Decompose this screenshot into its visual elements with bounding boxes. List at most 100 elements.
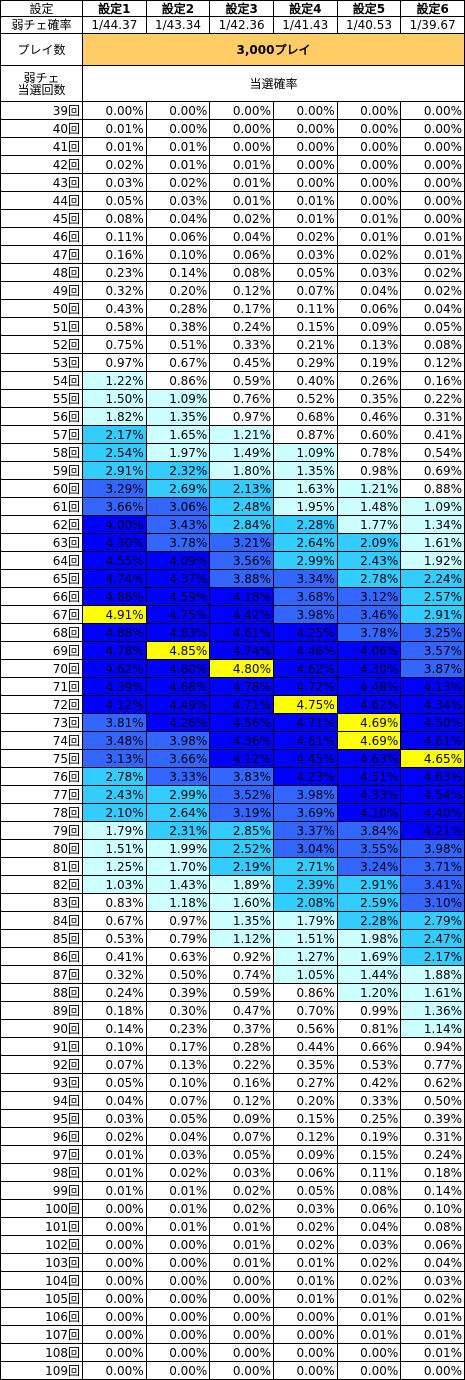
probability-cell: 0.22% [400, 389, 465, 408]
probability-cell: 4.00% [82, 515, 147, 534]
probability-cell: 0.78% [336, 443, 402, 462]
probability-cell: 0.13% [336, 335, 402, 354]
data-row: 64回 4.55% 4.09% 3.56% 2.99% 2.43% 1.92% [0, 551, 465, 570]
probability-cell: 0.00% [82, 1361, 147, 1380]
probability-cell: 0.01% [209, 173, 274, 192]
probability-cell: 0.00% [209, 1289, 274, 1308]
probability-cell: 1.25% [82, 857, 147, 876]
probability-cell: 0.12% [209, 1091, 274, 1110]
probability-cell: 4.85% [145, 641, 211, 660]
rate-value: 1/43.34 [145, 16, 211, 34]
probability-cell: 4.40% [400, 803, 465, 822]
probability-cell: 1.80% [209, 461, 274, 480]
probability-cell: 0.02% [400, 281, 465, 300]
probability-cell: 0.99% [336, 1001, 402, 1020]
probability-cell: 3.21% [209, 533, 274, 552]
rate-value: 1/39.67 [400, 16, 465, 34]
probability-cell: 0.00% [272, 155, 338, 174]
data-row: 96回 0.02% 0.04% 0.07% 0.12% 0.19% 0.31% [0, 1127, 465, 1146]
probability-cell: 0.03% [209, 1163, 274, 1182]
probability-cell: 0.16% [209, 1073, 274, 1092]
probability-cell: 0.00% [400, 155, 465, 174]
probability-cell: 1.77% [336, 515, 402, 534]
probability-cell: 4.62% [272, 659, 338, 678]
data-row: 52回 0.75% 0.51% 0.33% 0.21% 0.13% 0.08% [0, 335, 465, 354]
probability-cell: 3.71% [400, 857, 465, 876]
probability-cell: 0.01% [336, 1289, 402, 1308]
probability-cell: 3.84% [336, 821, 402, 840]
probability-cell: 0.05% [272, 1181, 338, 1200]
probability-cell: 1.03% [82, 875, 147, 894]
probability-cell: 4.65% [400, 749, 465, 768]
probability-cell: 2.32% [145, 461, 211, 480]
probability-cell: 0.06% [145, 227, 211, 246]
probability-cell: 3.83% [209, 767, 274, 786]
probability-cell: 2.99% [272, 551, 338, 570]
probability-cell: 1.99% [145, 839, 211, 858]
probability-cell: 0.03% [336, 263, 402, 282]
probability-cell: 0.19% [336, 353, 402, 372]
probability-cell: 2.69% [145, 479, 211, 498]
probability-cell: 2.17% [400, 947, 465, 966]
probability-cell: 0.50% [145, 965, 211, 984]
data-row: 44回 0.05% 0.03% 0.01% 0.01% 0.00% 0.00% [0, 191, 465, 210]
probability-cell: 1.49% [209, 443, 274, 462]
probability-cell: 3.66% [82, 497, 147, 516]
data-row: 108回 0.00% 0.00% 0.00% 0.00% 0.00% 0.01% [0, 1343, 465, 1362]
probability-cell: 0.26% [336, 371, 402, 390]
data-row: 75回 3.13% 3.66% 4.12% 4.45% 4.63% 4.65% [0, 749, 465, 768]
rate-row: 弱チェ確率 1/44.37 1/43.34 1/42.36 1/41.43 1/40.5… [0, 16, 465, 34]
probability-cell: 0.07% [209, 1127, 274, 1146]
probability-cell: 0.12% [272, 1127, 338, 1146]
probability-cell: 0.01% [336, 1325, 402, 1344]
probability-cell: 0.01% [272, 191, 338, 210]
probability-cell: 0.31% [400, 1127, 465, 1146]
probability-cell: 0.02% [336, 1271, 402, 1290]
probability-cell: 0.58% [82, 317, 147, 336]
plays-value: 3,000プレイ [82, 33, 465, 66]
probability-cell: 1.09% [272, 443, 338, 462]
probability-cell: 0.01% [272, 209, 338, 228]
probability-cell: 1.97% [145, 443, 211, 462]
probability-cell: 0.43% [82, 299, 147, 318]
data-row: 73回 3.81% 4.26% 4.56% 4.71% 4.69% 4.50% [0, 713, 465, 732]
setting-header: 設定6 [400, 0, 465, 17]
data-row: 42回 0.02% 0.01% 0.01% 0.00% 0.00% 0.00% [0, 155, 465, 174]
probability-cell: 0.02% [82, 1127, 147, 1146]
probability-cell: 4.48% [336, 677, 402, 696]
probability-cell: 0.00% [82, 1325, 147, 1344]
probability-cell: 0.05% [82, 1073, 147, 1092]
probability-cell: 3.88% [209, 569, 274, 588]
setting-header: 設定1 [82, 0, 147, 17]
plays-row: プレイ数 3,000プレイ [0, 33, 465, 66]
probability-cell: 1.65% [145, 425, 211, 444]
rate-value: 1/40.53 [336, 16, 402, 34]
probability-cell: 0.05% [145, 1109, 211, 1128]
probability-cell: 0.00% [400, 209, 465, 228]
row-label: 78回 [0, 803, 83, 822]
probability-cell: 0.02% [209, 1181, 274, 1200]
row-label: 57回 [0, 425, 83, 444]
probability-cell: 0.39% [145, 983, 211, 1002]
row-label: 56回 [0, 407, 83, 426]
probability-cell: 2.52% [209, 839, 274, 858]
probability-cell: 2.54% [82, 443, 147, 462]
probability-cell: 0.01% [336, 1307, 402, 1326]
probability-cell: 3.57% [400, 641, 465, 660]
probability-cell: 4.39% [82, 677, 147, 696]
probability-cell: 0.00% [336, 191, 402, 210]
row-label: 107回 [0, 1325, 83, 1344]
probability-cell: 0.12% [209, 281, 274, 300]
probability-cell: 3.78% [145, 533, 211, 552]
row-label: 61回 [0, 497, 83, 516]
probability-cell: 0.04% [336, 1217, 402, 1236]
row-label: 82回 [0, 875, 83, 894]
probability-cell: 4.21% [400, 821, 465, 840]
probability-cell: 4.68% [145, 677, 211, 696]
probability-cell: 2.78% [336, 569, 402, 588]
probability-cell: 0.77% [400, 1055, 465, 1074]
probability-cell: 0.07% [82, 1055, 147, 1074]
data-row: 62回 4.00% 3.43% 2.84% 2.28% 1.77% 1.34% [0, 515, 465, 534]
probability-cell: 0.02% [272, 1235, 338, 1254]
probability-cell: 0.01% [209, 1217, 274, 1236]
